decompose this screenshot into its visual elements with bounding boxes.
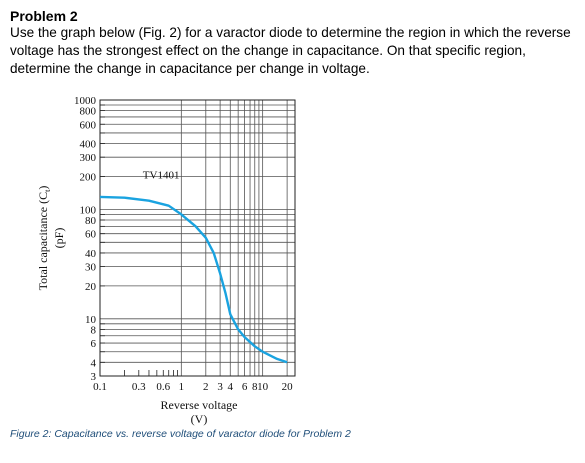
y-axis-unit: (pF) [52, 228, 66, 249]
x-tick-label: 0.6 [156, 381, 170, 393]
y-tick-label: 20 [85, 281, 97, 293]
x-tick-label: 0.1 [93, 381, 107, 393]
problem-line: Use the graph below (Fig. 2) for a varac… [10, 25, 571, 40]
y-tick-label: 800 [80, 106, 97, 118]
y-tick-label: 6 [91, 338, 97, 350]
x-axis-label: Reverse voltage [161, 398, 238, 412]
x-tick-label: 4 [228, 381, 234, 393]
series-label: TV1401 [143, 170, 180, 182]
x-tick-label: 0.3 [132, 381, 146, 393]
y-tick-label: 60 [85, 229, 97, 241]
y-tick-label: 200 [80, 171, 97, 183]
y-tick-label: 10 [85, 314, 97, 326]
x-tick-label: 2 [203, 381, 209, 393]
y-tick-label: 600 [80, 119, 97, 131]
y-tick-label: 1000 [74, 95, 97, 107]
y-tick-label: 4 [91, 357, 97, 369]
x-tick-label: 10 [257, 381, 269, 393]
problem-line: voltage has the strongest effect on the … [10, 43, 526, 58]
y-tick-label: 300 [80, 152, 97, 164]
y-tick-label: 8 [91, 324, 97, 336]
plot-frame [99, 99, 296, 377]
y-tick-label: 80 [85, 215, 97, 227]
figure-caption: Figure 2: Capacitance vs. reverse voltag… [10, 428, 351, 440]
problem-line: determine the change in capacitance per … [10, 61, 370, 76]
y-tick-label: 100 [80, 204, 97, 216]
x-tick-label: 6 [242, 381, 248, 393]
y-tick-label: 400 [80, 139, 97, 151]
y-tick-label: 3 [91, 371, 97, 383]
y-tick-label: 30 [85, 262, 97, 274]
x-tick-label: 1 [179, 381, 185, 393]
series-line [99, 195, 288, 364]
x-tick-label: 20 [282, 381, 294, 393]
y-tick-label: 40 [85, 248, 97, 260]
x-axis-unit: (V) [191, 412, 208, 426]
problem-statement: Use the graph below (Fig. 2) for a varac… [10, 24, 578, 78]
x-tick-label: 3 [217, 381, 223, 393]
x-tick-label: 8 [252, 381, 258, 393]
problem-heading: Problem 2 [10, 8, 78, 24]
y-axis-label: Total capacitance (Ct) [36, 186, 52, 291]
